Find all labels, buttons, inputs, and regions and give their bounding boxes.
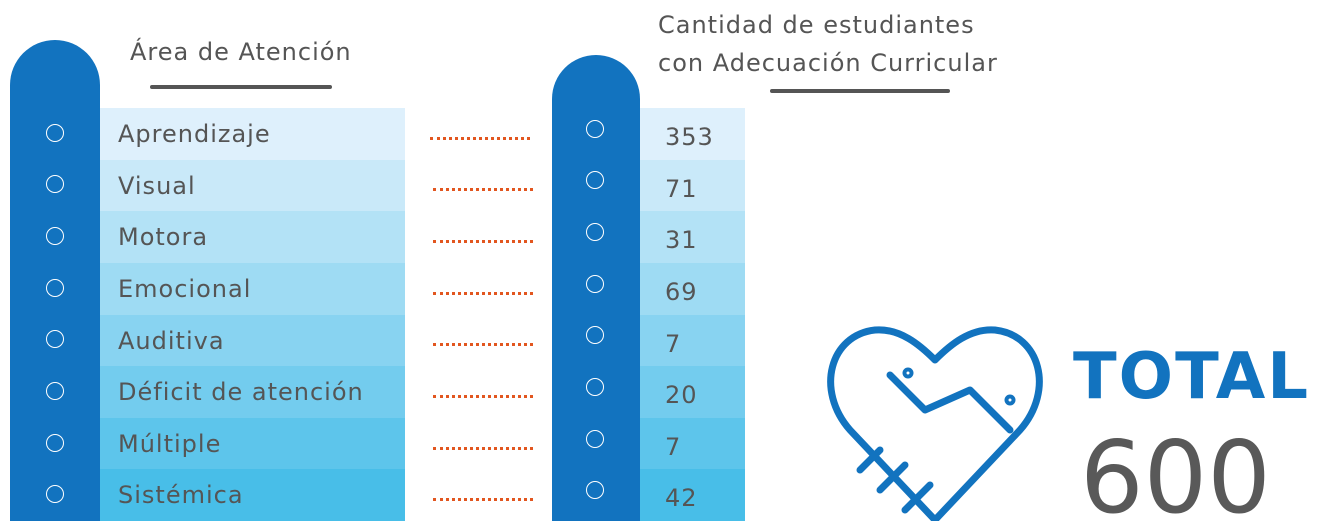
- bullet: [46, 123, 64, 142]
- count-label: 20: [665, 381, 698, 410]
- area-title: Área de Atención: [130, 38, 352, 66]
- total-value: 600: [1080, 419, 1271, 521]
- row-band: [100, 108, 405, 161]
- count-title: Cantidad de estudiantes con Adecuación C…: [658, 6, 998, 82]
- count-title-line: Cantidad de estudiantes: [658, 11, 975, 39]
- count-label: 42: [665, 484, 698, 513]
- area-label: Visual: [118, 171, 196, 200]
- count-label: 7: [665, 329, 682, 358]
- row-band: [100, 211, 405, 264]
- bullet: [46, 330, 64, 349]
- row-band: [100, 159, 405, 212]
- bullet: [46, 433, 64, 452]
- count-label: 31: [665, 226, 698, 255]
- count-label: 7: [665, 432, 682, 461]
- row-band: [640, 108, 745, 161]
- area-label: Auditiva: [118, 326, 225, 355]
- total-label: TOTAL: [1073, 340, 1311, 414]
- bullet: [46, 175, 64, 194]
- bullet: [586, 481, 604, 500]
- handshake-icon: [827, 326, 1043, 521]
- rule: [150, 85, 332, 89]
- bullet: [586, 274, 604, 293]
- leader-dots: [433, 446, 533, 450]
- bullet: [586, 377, 604, 396]
- row-band: [640, 262, 745, 315]
- row-band: [640, 469, 745, 521]
- area-label: Múltiple: [118, 429, 222, 458]
- count-label: 353: [665, 123, 714, 151]
- count-label: 71: [665, 174, 698, 203]
- row-band: [640, 211, 745, 264]
- count-title-line: con Adecuación Curricular: [658, 49, 998, 77]
- bullet: [586, 119, 604, 138]
- row-band: [100, 314, 405, 367]
- bullet: [46, 227, 64, 246]
- row-band: [640, 159, 745, 212]
- leader-dots: [433, 394, 533, 398]
- count-label: 69: [665, 277, 698, 306]
- area-label: Aprendizaje: [118, 120, 271, 148]
- area-label: Emocional: [118, 274, 252, 303]
- area-label: Déficit de atención: [118, 378, 364, 407]
- leader-dots: [433, 291, 533, 295]
- bullet: [586, 171, 604, 190]
- bullet: [46, 485, 64, 504]
- row-band: [640, 417, 745, 470]
- row-band: [100, 262, 405, 315]
- bullet: [586, 429, 604, 448]
- row-band: [640, 366, 745, 419]
- bullet: [46, 278, 64, 297]
- bullet: [46, 381, 64, 400]
- area-label: Motora: [118, 223, 209, 252]
- leader-dots: [430, 136, 530, 140]
- leader-dots: [433, 343, 533, 347]
- bullet: [586, 223, 604, 242]
- row-band: [100, 417, 405, 470]
- leader-dots: [433, 188, 533, 192]
- leader-dots: [433, 498, 533, 502]
- leader-dots: [433, 240, 533, 244]
- rule: [770, 89, 950, 93]
- row-band: [100, 366, 405, 419]
- area-label: Sistémica: [118, 481, 244, 510]
- bullet: [586, 326, 604, 345]
- row-band: [640, 314, 745, 367]
- row-band: [100, 469, 405, 521]
